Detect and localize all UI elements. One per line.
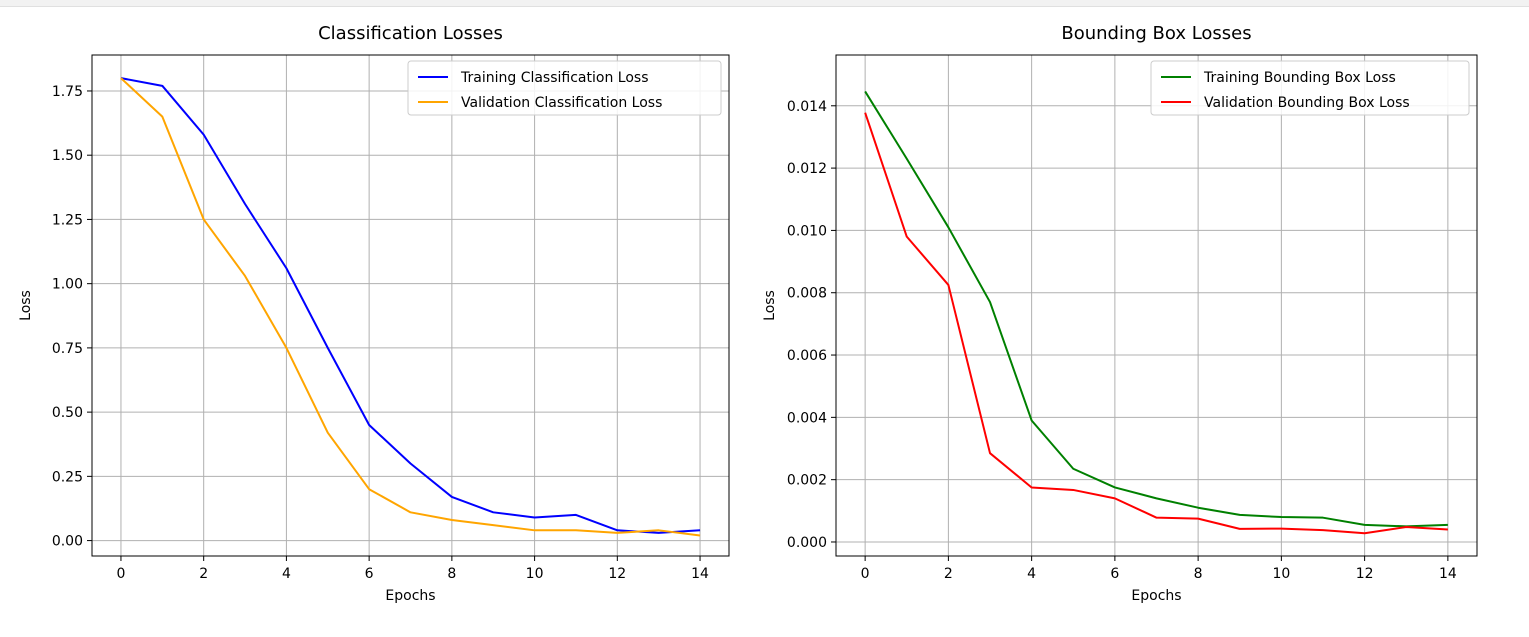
y-tick-label: 0.014	[787, 99, 827, 115]
x-tick-label: 4	[282, 566, 291, 582]
legend-label-1: Validation Classification Loss	[461, 95, 662, 111]
series-line-1	[120, 77, 701, 537]
y-tick-label: 1.75	[52, 84, 83, 100]
y-tick-label: 0.002	[787, 473, 827, 489]
y-tick-label: 0.010	[787, 223, 827, 239]
legend-label-0: Training Classification Loss	[460, 70, 648, 86]
y-tick-label: 0.000	[787, 535, 827, 551]
series-line-0	[864, 90, 1448, 528]
classification-losses-chart: 0 2 4 6 8 10 12 14 0.00 0.25 0.50 0.75 1.00 1.25 1.50 1…	[18, 23, 730, 604]
x-tick-label: 12	[1356, 566, 1374, 582]
x-tick-label: 6	[1110, 566, 1119, 582]
series-line-0	[120, 77, 701, 534]
legend-label-0: Training Bounding Box Loss	[1203, 70, 1396, 86]
x-tick-label: 14	[1439, 566, 1457, 582]
y-tick-label: 1.00	[52, 277, 83, 293]
y-tick-label: 0.012	[787, 161, 827, 177]
x-tick-label: 0	[861, 566, 870, 582]
y-tick-label: 1.25	[52, 212, 83, 228]
x-tick-label: 8	[1194, 566, 1203, 582]
y-tick-label: 0.006	[787, 348, 827, 364]
bounding-box-losses-chart: 0 2 4 6 8 10 12 14 0.000 0.002 0.004 0.006 0.008 0.01…	[762, 23, 1478, 604]
y-tick-label: 0.75	[52, 341, 83, 357]
chart-title: Bounding Box Losses	[1061, 23, 1251, 44]
y-tick-label: 1.50	[52, 148, 83, 164]
x-tick-label: 8	[447, 566, 456, 582]
y-tick-label: 0.00	[52, 534, 83, 550]
legend-box	[407, 60, 722, 116]
y-tick-label: 0.50	[52, 405, 83, 421]
x-axis-label: Epochs	[385, 588, 435, 604]
y-axis-label: Loss	[762, 290, 778, 321]
series-line-1	[864, 112, 1448, 535]
top-scroll-edge	[0, 0, 1529, 7]
legend-label-1: Validation Bounding Box Loss	[1204, 95, 1410, 111]
x-tick-label: 10	[1272, 566, 1290, 582]
x-tick-label: 2	[944, 566, 953, 582]
y-axis-label: Loss	[18, 290, 34, 321]
x-axis-label: Epochs	[1131, 588, 1181, 604]
chart-title: Classification Losses	[318, 23, 503, 44]
plot-frame	[835, 54, 1478, 557]
plot-frame	[91, 54, 730, 557]
y-tick-label: 0.25	[52, 469, 83, 485]
y-tick-label: 0.008	[787, 286, 827, 302]
x-tick-label: 10	[526, 566, 544, 582]
legend-box	[1150, 60, 1470, 116]
x-tick-label: 6	[365, 566, 374, 582]
x-tick-label: 0	[116, 566, 125, 582]
x-tick-label: 4	[1027, 566, 1036, 582]
x-tick-label: 14	[691, 566, 709, 582]
x-tick-label: 2	[199, 566, 208, 582]
x-tick-label: 12	[608, 566, 626, 582]
y-tick-label: 0.004	[787, 410, 827, 426]
